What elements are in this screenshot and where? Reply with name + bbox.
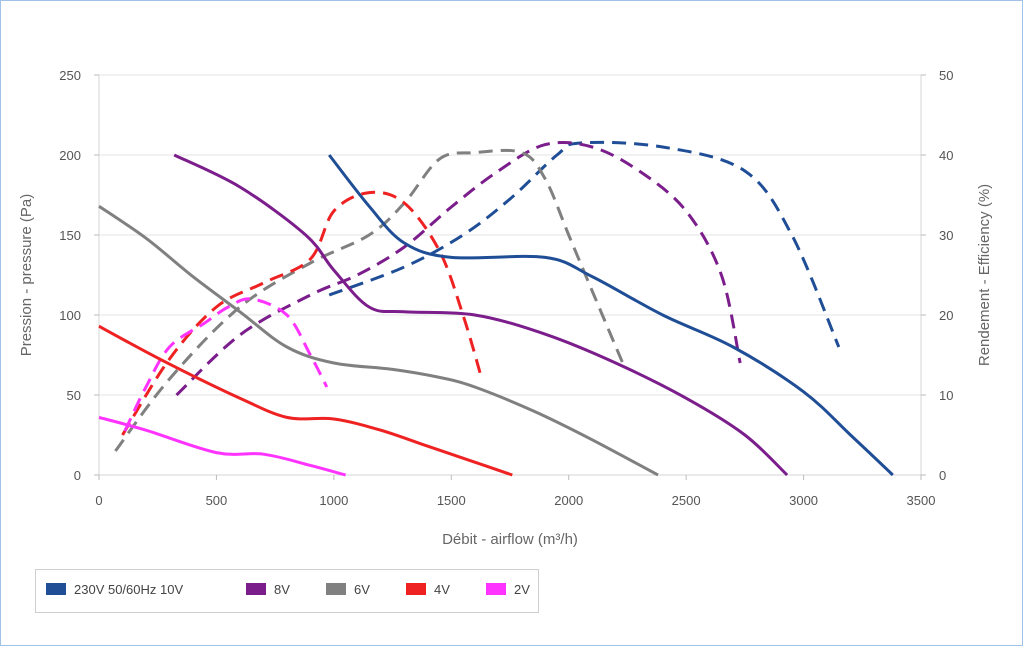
efficiency-line (121, 190, 484, 436)
legend-swatch (326, 583, 346, 595)
y-left-tick-label: 50 (67, 388, 81, 403)
legend: 230V 50/60Hz 10V 8V 6V 4V 2V (35, 569, 539, 613)
legend-label: 230V 50/60Hz 10V (74, 581, 184, 597)
legend-item[interactable]: 230V 50/60Hz 10V (46, 580, 183, 598)
legend-label: 4V (434, 581, 450, 597)
y-right-tick-labels: 0 10 20 30 40 50 (921, 68, 953, 483)
plot-area (98, 74, 922, 476)
grid (99, 74, 921, 396)
legend-swatch (486, 583, 506, 595)
pressure-line (328, 154, 894, 477)
x-tick-label: 2000 (554, 493, 583, 508)
y-left-tick-label: 150 (59, 228, 81, 243)
efficiency-line (114, 148, 625, 452)
y-right-tick-label: 20 (939, 308, 953, 323)
legend-item[interactable]: 6V (326, 580, 370, 598)
legend-label: 8V (274, 581, 290, 597)
efficiency-line (328, 140, 841, 348)
legend-swatch (406, 583, 426, 595)
legend-label: 2V (514, 581, 530, 597)
y-left-tick-labels: 0 50 100 150 200 250 (59, 68, 99, 483)
legend-item[interactable]: 4V (406, 580, 450, 598)
legend-swatch (46, 583, 66, 595)
x-tick-label: 3000 (789, 493, 818, 508)
x-tick-label: 3500 (907, 493, 936, 508)
legend-item[interactable]: 8V (246, 580, 290, 598)
y-left-tick-label: 200 (59, 148, 81, 163)
legend-label: 6V (354, 581, 370, 597)
x-tick-label: 500 (206, 493, 228, 508)
series-group (98, 140, 894, 477)
legend-swatch (246, 583, 266, 595)
y-right-tick-label: 10 (939, 388, 953, 403)
pressure-line (98, 204, 659, 477)
y-right-tick-label: 0 (939, 468, 946, 483)
y-right-tick-label: 40 (939, 148, 953, 163)
x-axis-label: Débit - airflow (m³/h) (442, 531, 578, 548)
y-right-tick-label: 30 (939, 228, 953, 243)
x-tick-label: 1000 (319, 493, 348, 508)
y-left-axis-label: Pression - pressure (Pa) (18, 194, 35, 357)
y-left-tick-label: 0 (74, 468, 81, 483)
legend-item[interactable]: 2V (486, 580, 530, 598)
y-right-axis-label: Rendement - Efficiency (%) (976, 184, 993, 366)
y-left-tick-label: 250 (59, 68, 81, 83)
y-left-tick-label: 100 (59, 308, 81, 323)
x-tick-label: 0 (95, 493, 102, 508)
pressure-line (98, 324, 513, 477)
x-tick-label: 1500 (437, 493, 466, 508)
pressure-line (98, 415, 346, 477)
y-right-tick-label: 50 (939, 68, 953, 83)
x-tick-labels: 0 500 1000 1500 2000 2500 3000 3500 (95, 475, 935, 508)
efficiency-line (175, 140, 742, 397)
pressure-line (173, 153, 789, 477)
x-tick-label: 2500 (672, 493, 701, 508)
efficiency-line (123, 297, 329, 432)
